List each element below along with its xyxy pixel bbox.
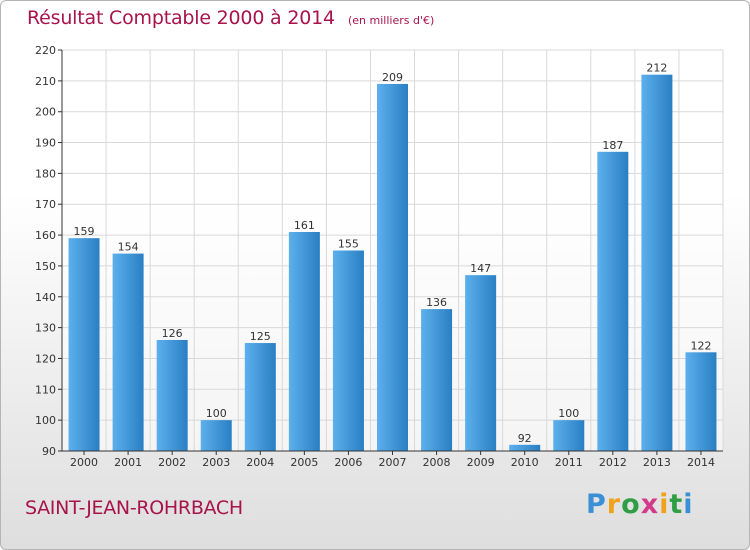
bar-value-label: 126 xyxy=(162,327,183,340)
y-tick-label: 140 xyxy=(35,291,56,304)
bar xyxy=(509,444,541,451)
bar xyxy=(685,352,717,451)
y-tick-label: 100 xyxy=(35,414,56,427)
logo-letter: x xyxy=(640,489,660,520)
bar xyxy=(156,339,188,451)
bar-value-label: 154 xyxy=(118,241,139,254)
commune-name: SAINT-JEAN-ROHRBACH xyxy=(25,497,243,519)
bar-value-label: 161 xyxy=(294,219,315,232)
logo-letter: P xyxy=(586,489,607,520)
title-row: Résultat Comptable 2000 à 2014 (en milli… xyxy=(27,7,434,29)
y-tick-label: 220 xyxy=(35,44,56,57)
bar-value-label: 159 xyxy=(74,225,95,238)
x-tick-label: 2006 xyxy=(334,456,362,469)
bar-value-label: 100 xyxy=(558,407,579,420)
bar xyxy=(377,83,408,451)
bar-value-label: 125 xyxy=(250,330,271,343)
logo-letter: t xyxy=(669,489,684,520)
y-tick-label: 200 xyxy=(35,106,56,119)
bar xyxy=(244,343,276,451)
chart-subtitle: (en milliers d'€) xyxy=(347,14,435,27)
x-tick-label: 2003 xyxy=(202,456,230,469)
y-tick-label: 180 xyxy=(35,167,56,180)
bar xyxy=(332,250,364,451)
x-tick-label: 2011 xyxy=(555,456,583,469)
bar-value-label: 187 xyxy=(602,139,623,152)
y-tick-label: 170 xyxy=(35,198,56,211)
y-tick-label: 90 xyxy=(42,445,56,458)
x-tick-label: 2013 xyxy=(643,456,671,469)
x-tick-label: 2002 xyxy=(158,456,186,469)
bar xyxy=(68,238,100,451)
y-tick-label: 190 xyxy=(35,137,56,150)
y-tick-label: 110 xyxy=(35,383,56,396)
logo-letter: i xyxy=(659,489,670,520)
bar-value-label: 209 xyxy=(382,71,403,84)
bar-value-label: 136 xyxy=(426,296,447,309)
chart-title: Résultat Comptable 2000 à 2014 xyxy=(27,7,335,29)
x-tick-label: 2001 xyxy=(114,456,142,469)
bar xyxy=(465,275,497,451)
value-labels: 159 154 126 100 125 161 155 209 136 147 92 100 187 21… xyxy=(74,62,712,445)
x-tick-label: 2009 xyxy=(467,456,495,469)
bar xyxy=(288,231,320,451)
bar xyxy=(112,253,144,451)
x-tick-label: 2004 xyxy=(246,456,274,469)
axes: 90 100 110 120 130 140 150 160 170 180 190 200 210 22… xyxy=(35,44,723,469)
x-tick-label: 2014 xyxy=(687,456,715,469)
bar-value-label: 212 xyxy=(646,62,667,75)
x-tick-label: 2012 xyxy=(599,456,627,469)
bar-value-label: 100 xyxy=(206,407,227,420)
bar xyxy=(553,420,585,451)
bar xyxy=(597,151,629,452)
bars xyxy=(68,74,717,452)
x-tick-label: 2008 xyxy=(423,456,451,469)
logo-letter: r xyxy=(606,489,622,520)
bar-value-label: 92 xyxy=(518,432,532,445)
y-tick-label: 150 xyxy=(35,260,56,273)
x-tick-label: 2005 xyxy=(290,456,318,469)
bar-value-label: 155 xyxy=(338,238,359,251)
logo-letter: i xyxy=(683,489,694,520)
x-tick-label: 2010 xyxy=(511,456,539,469)
y-tick-label: 160 xyxy=(35,229,56,242)
x-tick-label: 2000 xyxy=(70,456,98,469)
y-tick-label: 210 xyxy=(35,75,56,88)
logo-letter: o xyxy=(621,489,641,520)
proxiti-logo: Proxiti xyxy=(586,489,694,520)
y-tick-label: 130 xyxy=(35,322,56,335)
bar xyxy=(421,309,453,451)
bar-value-label: 147 xyxy=(470,262,491,275)
bar xyxy=(200,420,232,451)
bar xyxy=(641,74,673,451)
bar-value-label: 122 xyxy=(690,339,711,352)
x-tick-label: 2007 xyxy=(379,456,407,469)
y-tick-label: 120 xyxy=(35,352,56,365)
